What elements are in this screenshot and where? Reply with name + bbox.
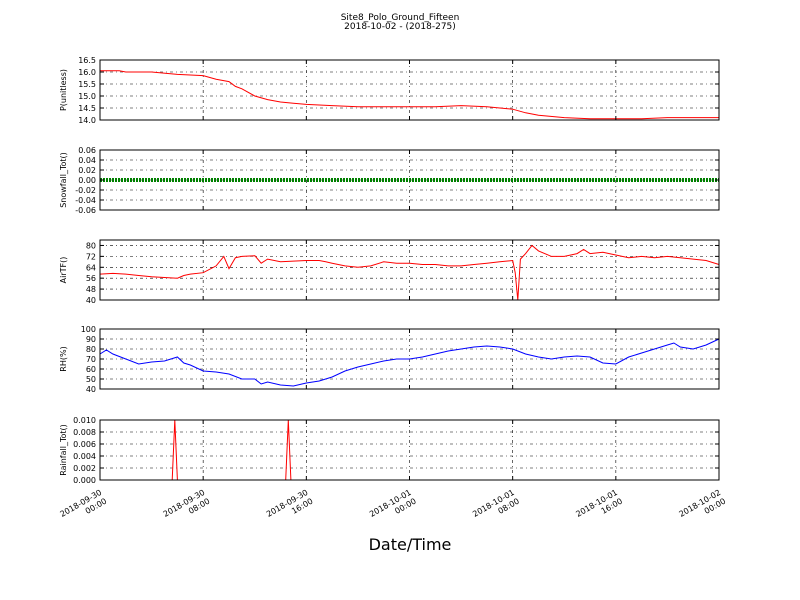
y-tick-label: 0.008 (73, 428, 96, 437)
y-tick-label: 64 (86, 263, 96, 272)
y-tick-label: 0.06 (78, 146, 96, 155)
panel-5: 0.000 0.002 0.004 0.006 0.008 0.010 Rainfall_T… (59, 416, 720, 485)
y-tick-label: 50 (86, 375, 96, 384)
y-tick-label: 90 (86, 335, 96, 344)
y-tick-label: 0.02 (78, 166, 96, 175)
y-tick-label: 80 (86, 241, 96, 250)
y-axis-label: P(unitless) (59, 69, 68, 111)
y-tick-label: 15.0 (78, 92, 96, 101)
y-tick-label: 100 (81, 325, 96, 334)
y-tick-label: 60 (86, 365, 96, 374)
y-tick-label: 56 (86, 274, 96, 283)
y-tick-label: 0.002 (73, 464, 96, 473)
y-tick-label: 40 (86, 385, 96, 394)
series-line (99, 338, 720, 387)
y-axis-label: Snowfall_Tot() (59, 152, 68, 208)
y-tick-label: 72 (86, 252, 96, 261)
y-tick-label: 0.006 (73, 440, 96, 449)
y-axis-label: Rainfall_Tot() (59, 424, 68, 476)
y-tick-label: 14.0 (78, 116, 96, 125)
y-tick-label: 14.5 (78, 104, 96, 113)
y-tick-label: 0.010 (73, 416, 96, 425)
y-tick-label: -0.06 (75, 206, 96, 215)
chart-subtitle: 2018-10-02 - (2018-275) (344, 22, 456, 32)
y-tick-label: 48 (86, 285, 96, 294)
y-tick-label: 0.004 (73, 452, 96, 461)
y-tick-label: 0.000 (73, 476, 96, 485)
panel-2: -0.06-0.04-0.020.000.020.040.06 Snowfall_… (59, 146, 720, 215)
series-line (100, 70, 719, 120)
y-tick-label: 16.0 (78, 68, 96, 77)
y-tick-label: -0.04 (75, 196, 96, 205)
x-axis-label: Date/Time (369, 535, 452, 554)
y-axis-label: RH(%) (59, 346, 68, 371)
panel-1: 14.0 14.5 15.0 15.5 16.0 16.5 P(unitless) (59, 56, 720, 125)
panel-3: 40 48 56 64 72 80 AirTF() (59, 239, 720, 305)
chart-title: Site8_Polo_Ground_Fifteen (341, 13, 460, 23)
y-tick-label: 80 (86, 345, 96, 354)
y-tick-label: 40 (86, 296, 96, 305)
y-tick-label: -0.02 (75, 186, 96, 195)
y-axis-label: AirTF() (59, 257, 68, 284)
series-line (99, 244, 720, 301)
y-tick-label: 0.00 (78, 176, 96, 185)
y-tick-label: 0.04 (78, 156, 96, 165)
y-tick-label: 16.5 (78, 56, 96, 65)
panels: 14.0 14.5 15.0 15.5 16.0 16.5 P(unitless) -0.06… (59, 56, 720, 485)
y-tick-label: 70 (86, 355, 96, 364)
y-tick-label: 15.5 (78, 80, 96, 89)
